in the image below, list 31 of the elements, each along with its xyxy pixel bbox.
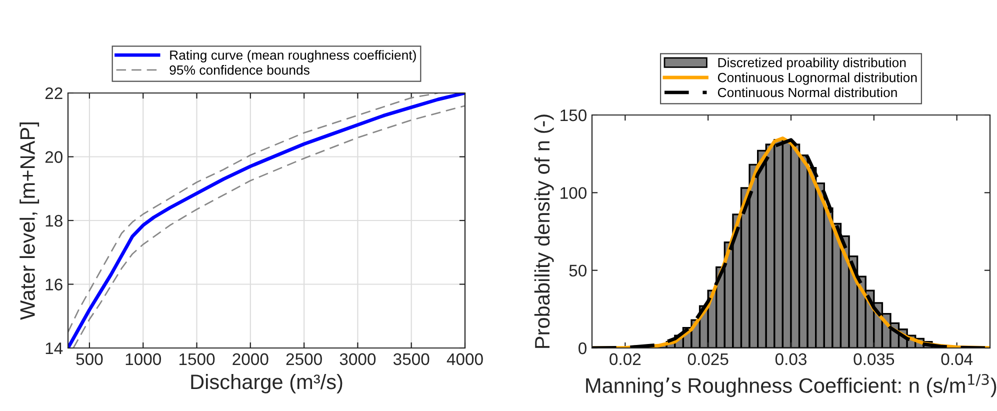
x-tick-label: 0.02 (610, 353, 641, 366)
legend-label: 95% confidence bounds (170, 65, 310, 75)
x-axis-title: Discharge (m³/s) (191, 374, 342, 394)
y-tick-label: 50 (569, 264, 586, 277)
x-tick-label: 3000 (340, 353, 376, 366)
y-tick-label: 100 (560, 187, 586, 199)
x-axis-title: Manning’s Roughness Coefficient: n (s/m$^{1/3}$) (586, 374, 996, 398)
x-tick-label: 0.035 (854, 353, 894, 366)
x-tick-label: 4000 (446, 353, 483, 366)
x-tick-label: 500 (76, 353, 103, 366)
legend-label: Discretized proability distribution (718, 58, 906, 70)
x-tick-label: 0.03 (775, 353, 806, 366)
x-tick-label: 1500 (179, 353, 215, 366)
x-tick-label: 0.025 (688, 353, 728, 366)
y-axis-title: Water level, [m+NAP] (20, 122, 40, 320)
y-tick-label: 16 (46, 278, 62, 290)
legend-label: Rating curve (mean roughness coefficient) (170, 50, 416, 62)
x-tick-label: 0.04 (941, 353, 973, 366)
y-tick-label: 20 (45, 151, 62, 163)
x-tick-label: 3500 (393, 353, 430, 366)
y-axis-title: Probability density of n (-) (534, 114, 554, 348)
legend-label: Continuous Normal distribution (718, 87, 897, 98)
x-tick-label: 2500 (286, 353, 322, 366)
y-tick-label: 0 (578, 342, 586, 354)
y-tick-label: 18 (46, 214, 62, 227)
x-tick-label: 1000 (126, 353, 161, 366)
y-tick-label: 22 (45, 87, 62, 100)
x-tick-label: 2000 (232, 353, 268, 366)
y-tick-label: 14 (46, 342, 63, 354)
y-tick-label: 150 (560, 109, 586, 122)
legend-label: Continuous Lognormal distribution (718, 72, 917, 85)
